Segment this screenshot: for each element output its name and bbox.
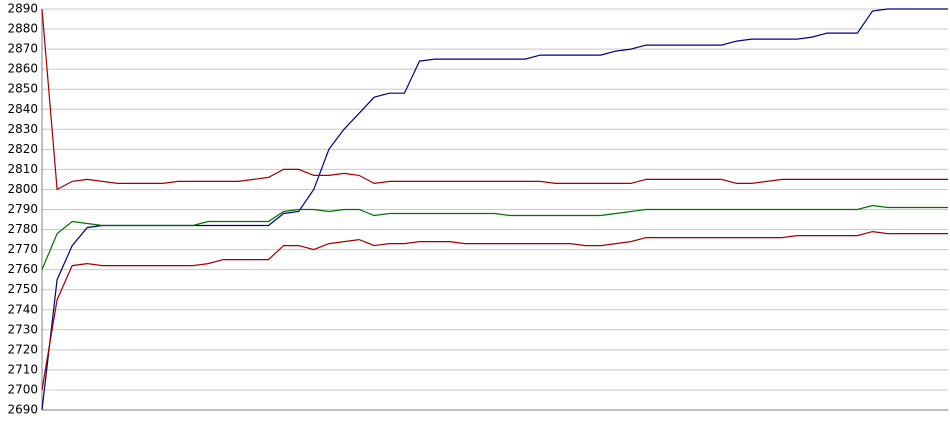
y-tick-label: 2870: [7, 42, 38, 56]
y-tick-label: 2700: [7, 382, 38, 396]
y-tick-label: 2770: [7, 242, 38, 256]
y-tick-label: 2790: [7, 202, 38, 216]
y-tick-label: 2720: [7, 342, 38, 356]
y-tick-label: 2730: [7, 322, 38, 336]
y-tick-label: 2820: [7, 142, 38, 156]
y-tick-label: 2810: [7, 162, 38, 176]
y-tick-label: 2850: [7, 82, 38, 96]
y-tick-label: 2830: [7, 122, 38, 136]
series-line: [41, 230, 948, 390]
y-tick-label: 2840: [7, 102, 38, 116]
y-tick-label: 2800: [7, 182, 38, 196]
y-tick-label: 2710: [7, 362, 38, 376]
y-tick-label: 2880: [7, 22, 38, 36]
series-line: [41, 8, 948, 191]
series-line: [41, 204, 948, 270]
y-tick-label: 2690: [7, 403, 38, 417]
y-tick-label: 2860: [7, 62, 38, 76]
y-tick-label: 2890: [7, 2, 38, 16]
y-tick-label: 2760: [7, 262, 38, 276]
y-tick-label: 2740: [7, 302, 38, 316]
y-tick-label: 2750: [7, 282, 38, 296]
y-tick-label: 2780: [7, 222, 38, 236]
